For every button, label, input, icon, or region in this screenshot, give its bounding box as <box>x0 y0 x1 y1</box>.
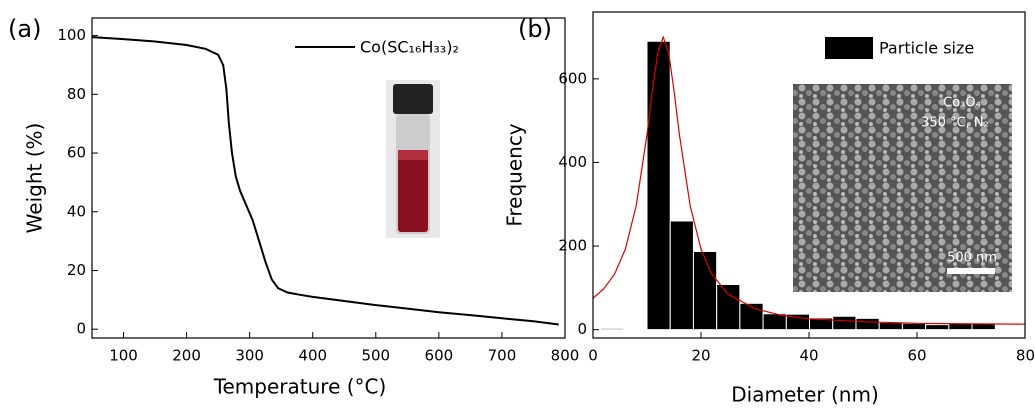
bar <box>646 40 671 331</box>
x-tick-label: 40 <box>799 347 818 365</box>
panel-label: (b) <box>518 15 552 43</box>
data-line <box>91 36 559 326</box>
fit-line <box>592 35 1026 325</box>
bar <box>716 284 741 331</box>
plot-frame <box>592 11 1026 339</box>
annotation: 500 nm <box>947 251 997 266</box>
bar <box>692 250 718 331</box>
annotation: Co₃O₄ <box>943 96 981 111</box>
bar <box>925 324 950 331</box>
x-axis-title: Temperature (°C) <box>213 375 387 399</box>
x-tick-label: 400 <box>298 347 327 365</box>
x-tick-label: 100 <box>109 347 138 365</box>
x-tick-label: 200 <box>172 347 201 365</box>
y-tick-label: 0 <box>76 320 86 338</box>
y-tick-label: 60 <box>67 144 86 162</box>
y-tick-label: 40 <box>67 202 86 220</box>
bar <box>878 322 903 331</box>
bar <box>855 317 880 331</box>
x-tick-label: 700 <box>488 347 517 365</box>
panel-label: (a) <box>8 15 41 43</box>
x-tick-label: 60 <box>907 347 926 365</box>
y-tick-label: 400 <box>558 153 587 171</box>
bar <box>669 220 694 331</box>
vial-photo <box>386 80 440 238</box>
bar <box>901 322 927 331</box>
legend-label: Co(SC₁₆H₃₃)₂ <box>360 38 459 57</box>
y-tick-label: 600 <box>558 69 587 87</box>
x-tick-label: 80 <box>1016 347 1035 365</box>
sem-image <box>793 84 1012 292</box>
x-tick-label: 20 <box>691 347 710 365</box>
annotation: 350 °C, N₂ <box>921 116 989 131</box>
legend-label: Particle size <box>879 39 974 58</box>
bar <box>762 313 787 331</box>
bar <box>832 315 857 331</box>
y-tick-label: 0 <box>577 320 587 338</box>
x-axis-title: Diameter (nm) <box>731 383 879 407</box>
bar <box>600 327 625 331</box>
x-tick-label: 800 <box>551 347 580 365</box>
y-axis-title: Frequency <box>503 123 527 226</box>
x-tick-label: 500 <box>361 347 390 365</box>
x-tick-label: 0 <box>588 347 598 365</box>
y-tick-label: 20 <box>67 261 86 279</box>
plot-frame <box>91 17 566 339</box>
y-tick-label: 100 <box>57 26 86 44</box>
x-tick-label: 300 <box>235 347 264 365</box>
legend-swatch <box>825 37 873 59</box>
x-tick-label: 600 <box>425 347 454 365</box>
y-axis-title: Weight (%) <box>23 123 47 234</box>
y-tick-label: 200 <box>558 237 587 255</box>
y-tick-label: 80 <box>67 85 86 103</box>
